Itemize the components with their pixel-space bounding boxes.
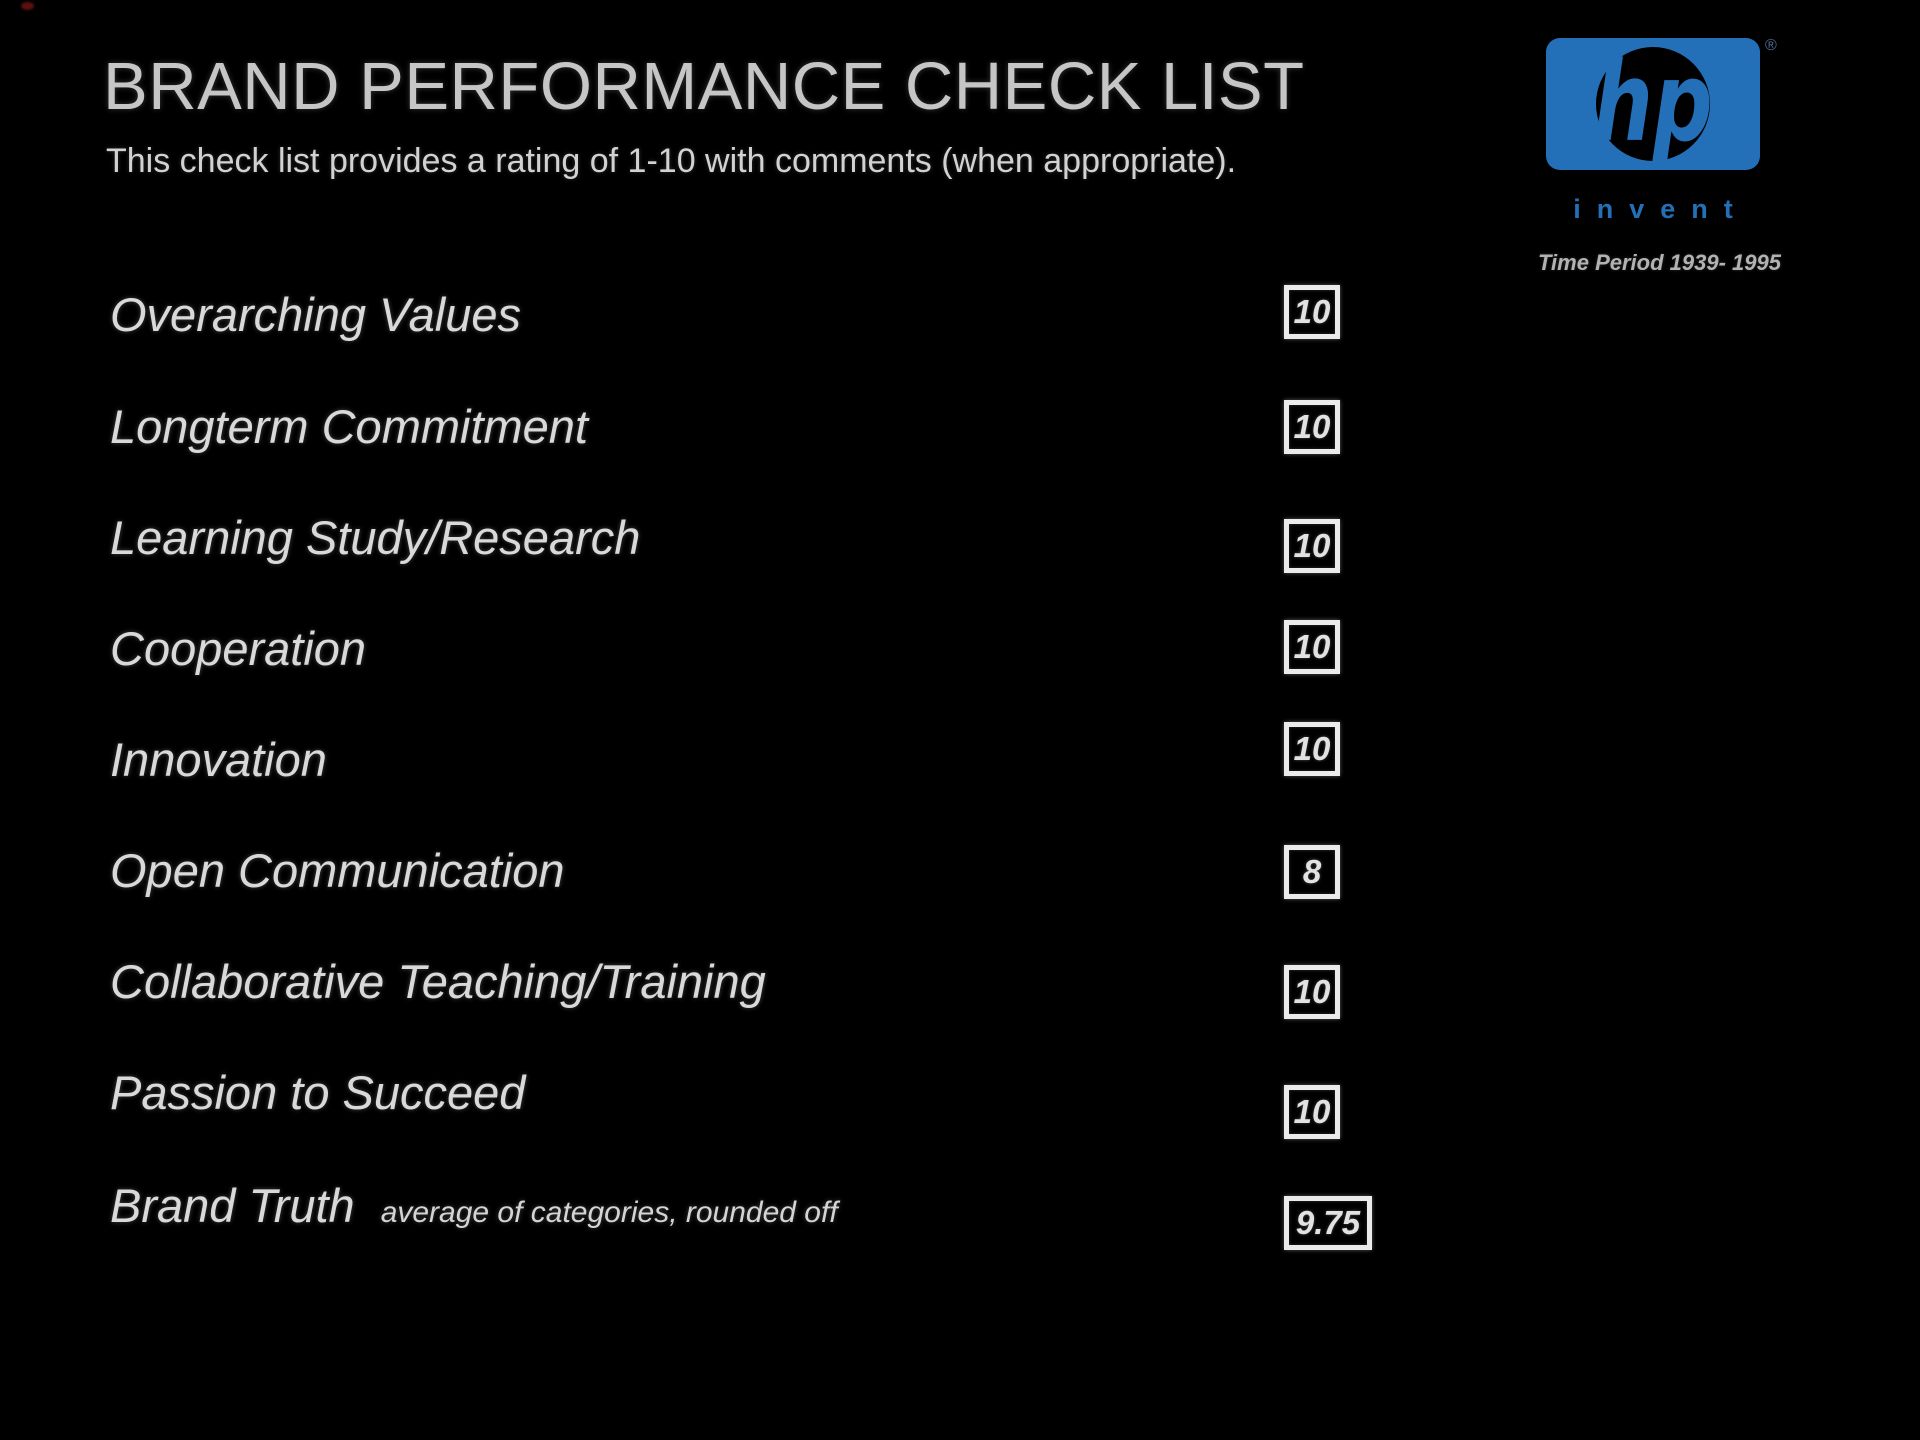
rating-value: 10	[1293, 628, 1331, 665]
hp-logo-mark: hp ®	[1546, 37, 1777, 170]
rating-box: 10	[1284, 722, 1340, 776]
registered-trademark-icon: ®	[1765, 37, 1777, 54]
checklist-item-label: Collaborative Teaching/Training	[110, 954, 766, 1010]
checklist-item-note: average of categories, rounded off	[380, 1196, 838, 1229]
checklist-item-label: Cooperation	[110, 621, 366, 677]
rating-box: 8	[1284, 845, 1340, 899]
checklist-item-text: Learning Study/Research	[110, 511, 641, 564]
checklist-item-label: Brand Truth average of categories, rounde…	[110, 1178, 838, 1241]
checklist-item-text: Longterm Commitment	[110, 400, 588, 453]
rating-box: 10	[1284, 400, 1340, 454]
rating-value: 9.75	[1295, 1204, 1361, 1241]
rating-value: 10	[1293, 293, 1331, 330]
checklist-item-text: Brand Truth	[110, 1179, 355, 1232]
hp-logo-letters: hp	[1593, 39, 1712, 167]
checklist-item-label: Learning Study/Research	[110, 510, 640, 566]
rating-value: 10	[1293, 973, 1331, 1010]
hp-logo-circle	[1596, 47, 1710, 161]
rating-box: 10	[1284, 965, 1340, 1019]
rating-box: 10	[1284, 519, 1340, 573]
rating-value: 10	[1293, 730, 1331, 767]
checklist-item-text: Cooperation	[110, 622, 367, 675]
rating-box: 10	[1284, 620, 1340, 674]
page-title: BRAND PERFORMANCE CHECK LIST	[103, 49, 1305, 124]
hp-logo: hp ® invent Time Period 1939- 1995	[1532, 26, 1812, 275]
rating-box: 9.75	[1284, 1196, 1372, 1250]
checklist-item-text: Collaborative Teaching/Training	[110, 955, 766, 1008]
checklist-item-label: Overarching Values	[110, 287, 521, 343]
page-subtitle: This check list provides a rating of 1-1…	[106, 142, 1237, 180]
checklist-item-text: Innovation	[110, 733, 327, 786]
checklist-item-label: Innovation	[110, 732, 327, 788]
artifact-dot	[21, 2, 34, 10]
rating-box: 10	[1284, 1085, 1340, 1139]
time-period-label: Time Period 1939- 1995	[1538, 250, 1781, 275]
checklist-item-text: Open Communication	[110, 844, 565, 897]
checklist-item-label: Open Communication	[110, 843, 565, 899]
checklist-item-text: Overarching Values	[110, 288, 522, 341]
hp-invent-tagline: invent	[1573, 194, 1749, 224]
rating-value: 10	[1293, 527, 1331, 564]
rating-box: 10	[1284, 285, 1340, 339]
checklist-item-label: Longterm Commitment	[110, 399, 588, 455]
rating-value: 8	[1302, 853, 1322, 890]
rating-value: 10	[1293, 1093, 1331, 1130]
rating-value: 10	[1293, 408, 1331, 445]
checklist-item-text: Passion to Succeed	[110, 1066, 526, 1119]
checklist-item-label: Passion to Succeed	[110, 1065, 525, 1121]
